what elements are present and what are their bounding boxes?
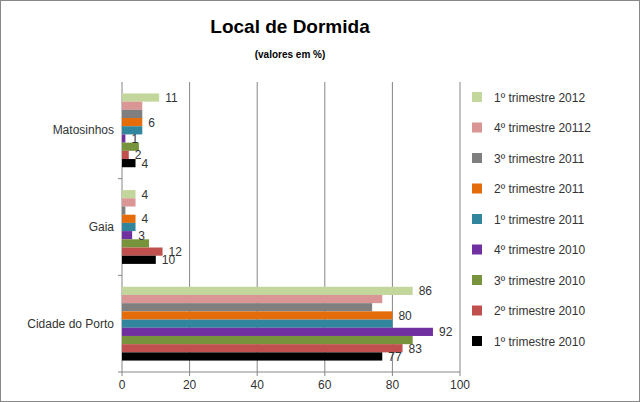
data-label: 10: [162, 253, 176, 267]
tick-label: 60: [318, 378, 332, 392]
bar: [122, 311, 392, 319]
x-axis: [122, 372, 460, 373]
tick-mark: [189, 372, 190, 376]
data-label: 4: [142, 212, 149, 226]
data-label: 11: [165, 91, 178, 105]
legend-label: 1º trimestre 2012: [494, 91, 585, 105]
title: Local de Dormida: [210, 16, 370, 37]
bar: [122, 320, 392, 328]
category-tick: [118, 372, 122, 373]
bar: [122, 215, 136, 223]
bar: [122, 110, 142, 118]
bar: [122, 190, 136, 198]
category-tick: [118, 275, 122, 276]
bar: [122, 239, 149, 247]
legend-swatch: [472, 306, 482, 316]
bar: [122, 336, 413, 344]
data-label: 4: [142, 188, 149, 202]
bar: [122, 151, 129, 159]
tick-mark: [324, 372, 325, 376]
tick-mark: [460, 372, 461, 376]
bar: [122, 118, 142, 126]
bar: [122, 295, 382, 303]
tick-mark: [122, 372, 123, 376]
bar: [122, 344, 403, 352]
category-label: Matosinhos: [53, 123, 114, 137]
grid-line: [460, 82, 461, 372]
bar: [122, 352, 382, 360]
data-label: 4: [142, 157, 149, 171]
legend-label: 1º trimestre 2011: [494, 213, 585, 227]
legend-swatch: [472, 245, 482, 255]
data-label: 86: [419, 284, 433, 298]
legend-swatch: [472, 184, 482, 194]
bars: [122, 93, 433, 360]
legend-label: 2º trimestre 2010: [494, 304, 585, 318]
bar: [122, 93, 159, 101]
chart-border: [1, 1, 640, 402]
tick-label: 40: [251, 378, 265, 392]
data-labels: 86809283774431210116124: [131, 91, 452, 364]
bar: [122, 159, 136, 167]
subtitle: (valores em %): [255, 49, 326, 60]
bar: [122, 231, 132, 239]
legend-swatch: [472, 336, 482, 346]
data-label: 83: [409, 342, 423, 356]
category-tick: [118, 178, 122, 179]
legend-label: 2º trimestre 2011: [494, 182, 585, 196]
category-label: Gaia: [89, 220, 115, 234]
legend-swatch: [472, 214, 482, 224]
legend-label: 4º trimestre 2010: [494, 243, 585, 257]
tick-label: 20: [183, 378, 197, 392]
bar: [122, 207, 125, 215]
bar: [122, 248, 163, 256]
tick-label: 0: [119, 378, 126, 392]
bar: [122, 102, 142, 110]
bar: [122, 256, 156, 264]
data-label: 92: [439, 325, 453, 339]
data-label: 6: [148, 116, 155, 130]
tick-label: 80: [386, 378, 400, 392]
legend-label: 4º trimestre 20112: [494, 121, 591, 135]
legend-swatch: [472, 92, 482, 102]
data-label: 1: [131, 132, 138, 146]
legend-label: 3º trimestre 2010: [494, 274, 585, 288]
legend-label: 3º trimestre 2011: [494, 152, 585, 166]
bar: [122, 328, 433, 336]
legend-swatch: [472, 153, 482, 163]
chart: Local de Dormida (valores em %) 0 20 40 60 80 1…: [0, 0, 640, 402]
bar: [122, 223, 136, 231]
legend-label: 1º trimestre 2010: [494, 335, 585, 349]
legend-swatch: [472, 275, 482, 285]
data-label: 3: [138, 229, 145, 243]
tick-mark: [392, 372, 393, 376]
bar: [122, 287, 413, 295]
data-label: 80: [398, 309, 412, 323]
legend: 1º trimestre 2012 4º trimestre 20112 3º tr…: [472, 91, 591, 349]
data-label: 77: [388, 350, 402, 364]
bar: [122, 198, 136, 206]
bar: [122, 303, 372, 311]
legend-swatch: [472, 123, 482, 133]
category-label: Cidade do Porto: [27, 317, 114, 331]
bar: [122, 134, 125, 142]
tick-label: 100: [450, 378, 470, 392]
tick-mark: [257, 372, 258, 376]
